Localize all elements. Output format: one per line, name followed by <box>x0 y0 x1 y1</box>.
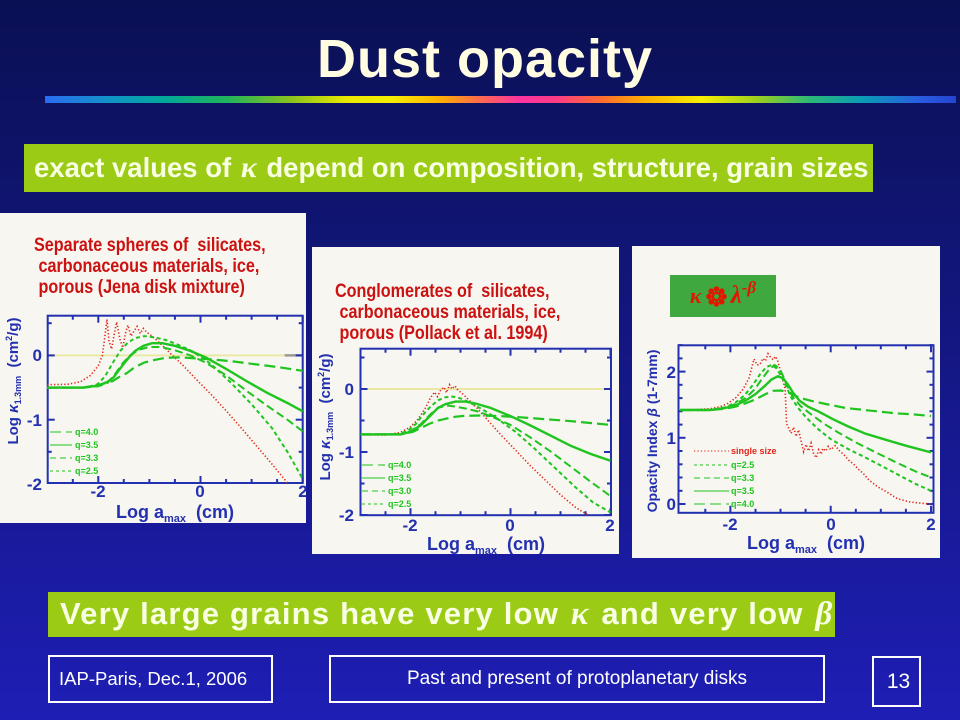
svg-text:Log amax (cm): Log amax (cm) <box>427 534 545 554</box>
svg-text:-2: -2 <box>27 475 42 494</box>
svg-text:-2: -2 <box>402 516 417 535</box>
svg-text:-2: -2 <box>722 515 737 534</box>
svg-text:2: 2 <box>605 516 614 535</box>
svg-text:-2: -2 <box>339 506 354 525</box>
svg-text:q=3.5: q=3.5 <box>731 486 754 496</box>
svg-text:1: 1 <box>667 429 676 448</box>
svg-text:-1: -1 <box>339 443 354 462</box>
svg-text:q=3.3: q=3.3 <box>731 473 754 483</box>
svg-text:q=3.0: q=3.0 <box>388 486 411 496</box>
svg-text:2: 2 <box>298 482 306 501</box>
svg-text:q=4.0: q=4.0 <box>75 427 98 437</box>
svg-text:2: 2 <box>926 515 935 534</box>
svg-text:0: 0 <box>505 516 514 535</box>
svg-text:q=2.5: q=2.5 <box>731 460 754 470</box>
svg-text:q=3.3: q=3.3 <box>75 453 98 463</box>
svg-text:-2: -2 <box>90 482 105 501</box>
svg-text:q=3.5: q=3.5 <box>75 440 98 450</box>
svg-text:q=4.0: q=4.0 <box>731 499 754 509</box>
svg-text:q=3.5: q=3.5 <box>388 473 411 483</box>
svg-text:q=2.5: q=2.5 <box>75 466 98 476</box>
svg-text:0: 0 <box>826 515 835 534</box>
svg-text:0: 0 <box>33 346 42 365</box>
svg-text:single size: single size <box>731 446 777 456</box>
svg-text:Opacity Index β (1-7mm): Opacity Index β (1-7mm) <box>644 350 660 513</box>
svg-text:q=4.0: q=4.0 <box>388 460 411 470</box>
svg-text:0: 0 <box>345 380 354 399</box>
svg-text:q=2.5: q=2.5 <box>388 499 411 509</box>
svg-text:2: 2 <box>667 363 676 382</box>
svg-text:0: 0 <box>195 482 204 501</box>
svg-text:0: 0 <box>667 495 676 514</box>
svg-text:Log amax (cm): Log amax (cm) <box>116 502 234 523</box>
svg-text:Log κ1.3mm (cm2/g): Log κ1.3mm (cm2/g) <box>316 353 335 480</box>
svg-text:-1: -1 <box>27 411 42 430</box>
svg-text:Log κ1.3mm (cm2/g): Log κ1.3mm (cm2/g) <box>4 317 23 444</box>
svg-text:Log amax (cm): Log amax (cm) <box>747 533 865 556</box>
